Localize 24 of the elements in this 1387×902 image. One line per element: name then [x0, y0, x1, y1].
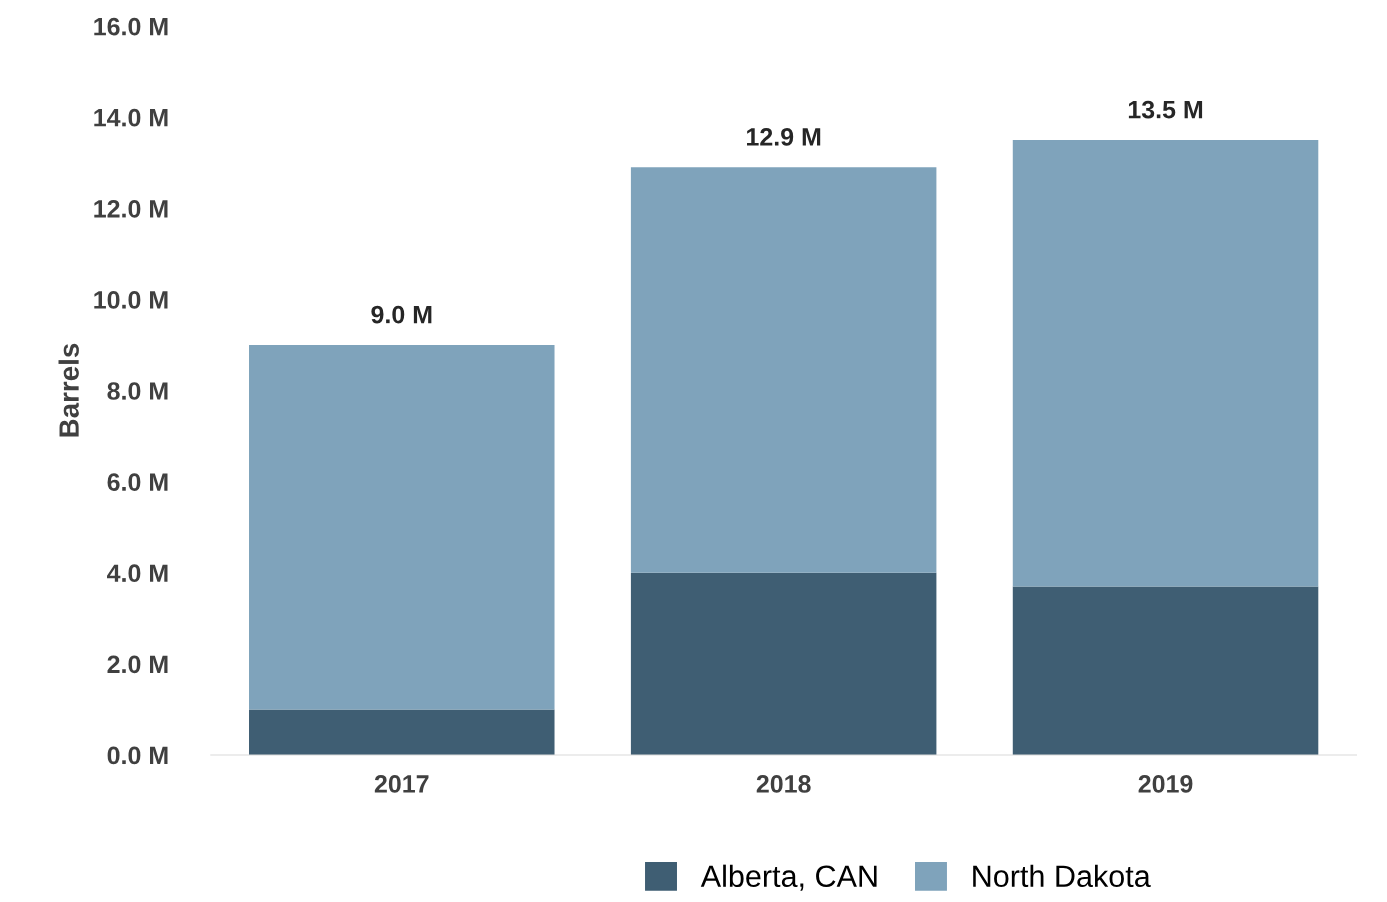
y-axis-title: Barrels — [58, 343, 79, 437]
y-tick-label: 14.0 M — [94, 108, 168, 127]
y-tick-label: 2.0 M — [107, 655, 168, 674]
legend-label: North Dakota — [973, 864, 1151, 888]
bar — [249, 345, 555, 710]
x-tick-label: 2017 — [374, 775, 429, 793]
legend-label: Alberta, CAN — [700, 864, 877, 891]
y-tick-label: 4.0 M — [107, 564, 168, 583]
y-tick-label: 10.0 M — [94, 291, 168, 309]
y-tick-label: 12.0 M — [94, 199, 168, 218]
bar — [1012, 140, 1319, 587]
total-label: 12.9 M — [747, 128, 821, 146]
x-tick-label: 2018 — [756, 775, 811, 793]
y-tick-label: 6.0 M — [107, 473, 168, 491]
y-tick-label: 0.0 M — [107, 746, 168, 765]
bar — [1012, 586, 1319, 755]
bar — [630, 572, 937, 755]
bar — [249, 709, 555, 755]
bar — [630, 167, 937, 573]
total-label: 13.5 M — [1128, 100, 1203, 119]
total-label: 9.0 M — [371, 305, 432, 324]
y-tick-label: 16.0 M — [94, 17, 168, 36]
x-tick-label: 2019 — [1138, 775, 1193, 793]
y-tick-label: 8.0 M — [107, 382, 168, 400]
